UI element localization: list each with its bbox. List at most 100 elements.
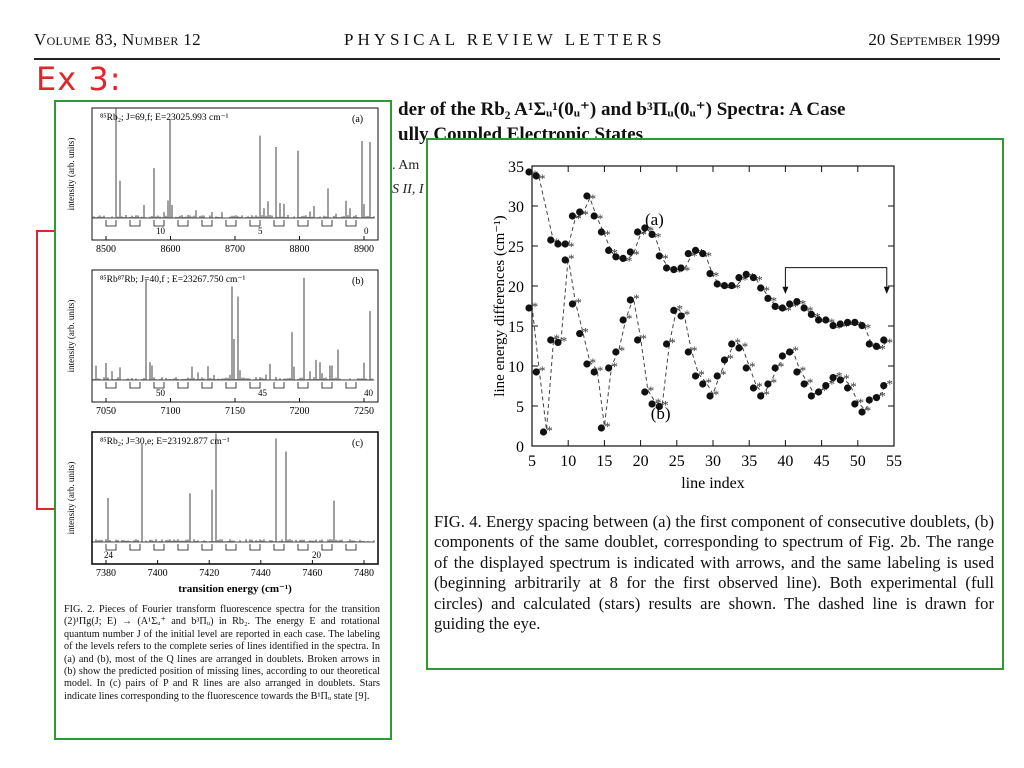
calculated-star: *: [713, 387, 720, 402]
doublet-bracket: [153, 382, 165, 389]
calculated-star: *: [677, 265, 684, 280]
experimental-point: [525, 168, 533, 176]
doublet-bracket: [225, 382, 237, 389]
calculated-star: *: [756, 379, 763, 394]
experimental-point: [786, 300, 794, 308]
experimental-point: [699, 250, 707, 258]
series-0-guide-line: [531, 173, 888, 349]
experimental-point: [720, 282, 729, 290]
experimental-point: [836, 376, 844, 384]
experimental-point: [858, 408, 866, 416]
experimental-point: [720, 356, 729, 364]
experimental-point: [547, 336, 555, 344]
experimental-point: [547, 236, 555, 244]
calculated-star: *: [807, 303, 814, 318]
doublet-bracket: [321, 544, 333, 551]
calculated-star: *: [821, 383, 828, 398]
calculated-star: *: [582, 207, 589, 222]
experimental-point: [699, 380, 707, 388]
experimental-point: [539, 428, 548, 436]
experimental-point: [684, 348, 692, 356]
calculated-star: *: [662, 397, 669, 412]
range-bracket: [784, 267, 888, 290]
calculated-star: *: [633, 247, 640, 262]
calculated-star: *: [626, 253, 633, 268]
y-tick-label: 35: [508, 159, 524, 176]
experimental-point: [800, 380, 808, 388]
calculated-star: *: [633, 291, 640, 306]
calculated-star: *: [568, 251, 575, 266]
figure-2-caption: FIG. 2. Pieces of Fourier transform fluo…: [64, 604, 380, 702]
calculated-star: *: [807, 375, 814, 390]
spectrum-tick-label: 7150: [225, 406, 245, 417]
calculated-star: *: [887, 335, 894, 350]
experimental-point: [662, 340, 671, 348]
doublet-bracket: [177, 382, 189, 389]
doublet-bracket: [201, 382, 213, 389]
figure-4-chart: 5 10 15 20 25 30 35 40 45 50 5505101520253035line …: [492, 159, 902, 492]
series-1-guide-line: [531, 257, 888, 431]
spectrum-frame: [91, 269, 379, 403]
doublet-bracket: [249, 544, 261, 551]
example-label: Ex 3:: [36, 60, 122, 98]
spectrum-tick-label: 7420: [199, 568, 219, 579]
calculated-star: *: [640, 227, 647, 242]
spectrum-tick-label: 8800: [290, 244, 310, 255]
experimental-point: [815, 316, 823, 324]
doublet-bracket: [105, 382, 117, 389]
calculated-star: *: [879, 341, 886, 356]
experimental-point: [858, 322, 866, 330]
spectrum-y-label: intensity (arb. units): [66, 300, 76, 373]
experimental-point: [641, 388, 649, 396]
y-tick-label: 25: [508, 239, 524, 256]
experimental-point: [829, 322, 837, 330]
calculated-star: *: [771, 293, 778, 308]
experimental-point: [764, 380, 772, 388]
calculated-star: *: [597, 363, 604, 378]
calculated-star: *: [836, 369, 843, 384]
calculated-star: *: [553, 331, 560, 346]
calculated-star: *: [655, 229, 662, 244]
x-tick-label: 40: [777, 453, 793, 470]
spectrum-tick-label: 7200: [290, 406, 310, 417]
spectrum-title: ⁸⁵Rb₂; J=30,e; E=23192.877 cm⁻¹: [100, 437, 230, 447]
calculated-star: *: [619, 343, 626, 358]
experimental-point: [532, 172, 540, 180]
experimental-point: [778, 304, 786, 312]
doublet-bracket: [297, 382, 309, 389]
level-label: 0: [364, 226, 369, 236]
calculated-star: *: [829, 377, 836, 392]
spectrum-lines: [92, 433, 375, 543]
spectrum-lines: [92, 277, 375, 381]
calculated-star: *: [604, 419, 611, 434]
experimental-point: [757, 392, 765, 400]
calculated-star: *: [756, 273, 763, 288]
doublet-bracket: [105, 220, 117, 227]
experimental-point: [561, 256, 569, 264]
spectrum-tick-label: 8600: [161, 244, 181, 255]
doublet-bracket: [129, 382, 141, 389]
experimental-point: [843, 384, 852, 392]
level-label: 50: [156, 388, 166, 398]
author-fragment: . Am: [392, 158, 420, 173]
experimental-point: [583, 360, 591, 368]
calculated-star: *: [850, 379, 857, 394]
calculated-star: *: [706, 375, 713, 390]
doublet-bracket: [249, 382, 261, 389]
experimental-point: [749, 384, 758, 392]
calculated-star: *: [626, 311, 633, 326]
calculated-star: *: [734, 335, 741, 350]
spectrum-title: ⁸⁵Rb⁸⁷Rb; J=40,f ; E=23267.750 cm⁻¹: [100, 274, 245, 285]
experimental-point: [590, 212, 598, 220]
publication-date: 20 September 1999: [868, 30, 1000, 49]
doublet-bracket: [105, 544, 117, 551]
calculated-star: *: [684, 307, 691, 322]
calculated-star: *: [568, 239, 575, 254]
doublet-bracket: [297, 544, 309, 551]
experimental-point: [764, 294, 772, 302]
spectrum-tick-label: 7440: [251, 568, 271, 579]
calculated-star: *: [792, 299, 799, 314]
calculated-star: *: [590, 191, 597, 206]
level-label: 45: [258, 388, 268, 398]
calculated-star: *: [590, 355, 597, 370]
